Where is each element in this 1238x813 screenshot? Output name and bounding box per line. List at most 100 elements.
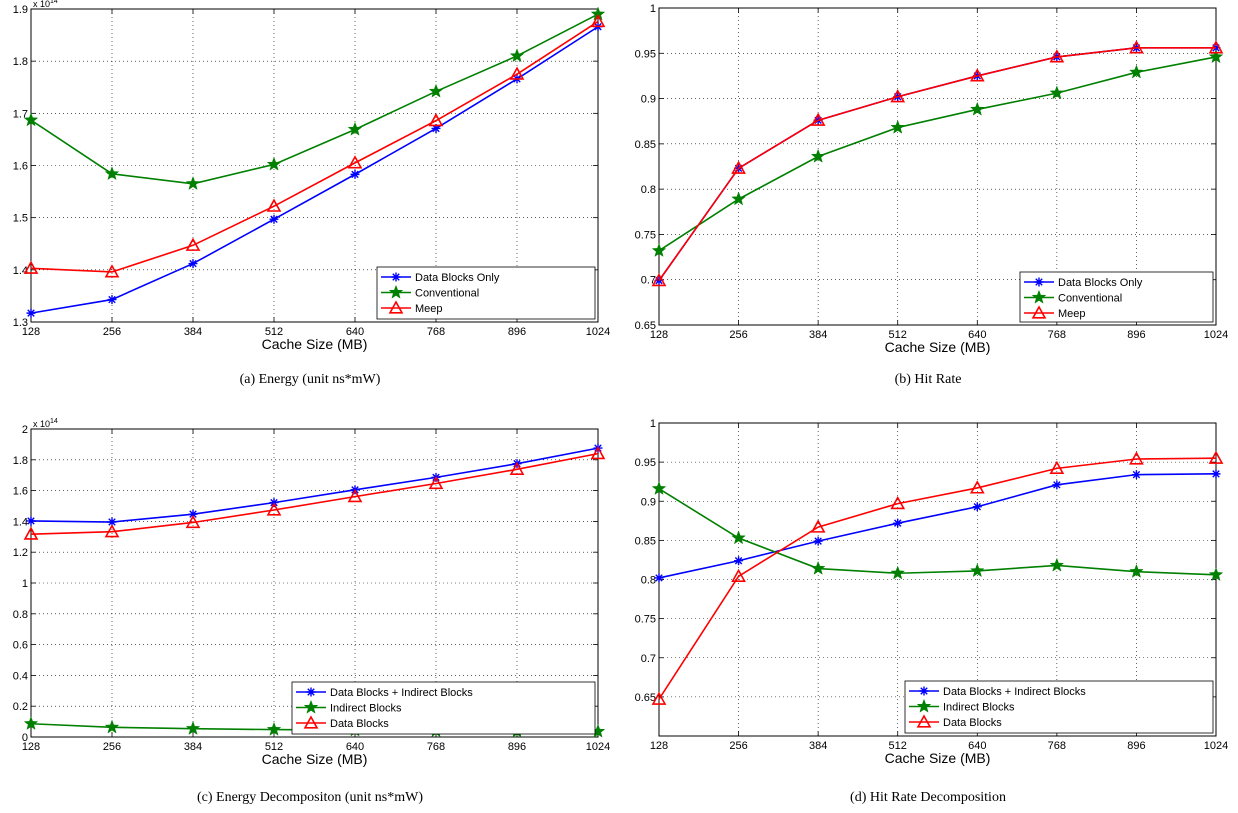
data-point	[1129, 40, 1144, 54]
legend-marker	[388, 284, 404, 299]
legend-marker	[1031, 305, 1047, 319]
x-tick-label: 640	[968, 740, 986, 752]
x-tick-label: 1024	[1204, 329, 1228, 341]
y-tick-label: 0.9	[641, 94, 656, 106]
series-3	[651, 450, 1224, 705]
data-point	[1129, 64, 1144, 79]
legend-marker	[303, 715, 319, 729]
series-3	[651, 40, 1224, 287]
y-tick-label: 1.4	[13, 516, 28, 528]
x-tick-label: 256	[729, 740, 747, 752]
y-tick-label: 0.65	[635, 692, 656, 704]
data-point	[969, 480, 985, 494]
x-tick-label: 896	[508, 741, 526, 753]
legend-marker	[303, 699, 319, 714]
y-tick-label: 1.7	[13, 108, 28, 120]
data-point	[810, 560, 826, 575]
data-point	[651, 243, 667, 257]
y-tick-label: 1.3	[13, 317, 28, 329]
x-axis-label: Cache Size (MB)	[262, 751, 368, 767]
data-point	[347, 121, 363, 136]
series-1	[654, 469, 1221, 583]
caption-b: (b) Hit Rate	[894, 372, 962, 387]
y-tick-label: 1	[22, 578, 28, 590]
data-point	[104, 524, 120, 538]
x-tick-label: 256	[103, 741, 121, 753]
data-point	[26, 516, 36, 526]
x-tick-label: 512	[889, 329, 907, 341]
data-point	[188, 259, 198, 269]
series-2	[23, 6, 606, 191]
data-point	[185, 176, 201, 191]
x-tick-label: 384	[184, 741, 202, 753]
series-line	[658, 473, 1217, 579]
x-tick-label: 384	[809, 329, 827, 341]
y-tick-label: 0.7	[641, 275, 656, 287]
plot-frame	[658, 7, 1217, 326]
x-tick-label: 1024	[586, 741, 610, 753]
data-point	[1052, 480, 1062, 490]
series-line	[658, 47, 1216, 282]
series-line	[658, 56, 1217, 252]
data-point	[347, 488, 363, 503]
data-point	[731, 568, 746, 582]
series-3	[23, 445, 606, 540]
legend-label: Indirect Blocks	[943, 702, 1015, 714]
y-tick-label: 0	[22, 732, 28, 744]
data-point	[269, 214, 279, 224]
data-point	[428, 83, 444, 98]
legend: Data Blocks Only Conventional Meep	[1019, 271, 1214, 323]
y-exponent-label: x 1014	[33, 418, 58, 429]
legend-marker	[388, 300, 404, 314]
data-point	[26, 308, 36, 318]
data-point	[890, 495, 906, 510]
series-line	[30, 26, 599, 314]
x-tick-label: 512	[265, 326, 283, 338]
data-point	[266, 502, 282, 516]
data-point	[651, 481, 667, 495]
data-point	[23, 112, 39, 127]
y-tick-label: 1.9	[13, 4, 28, 16]
data-point	[731, 191, 746, 206]
data-point	[266, 721, 282, 736]
chart-panel-hit-rate: 128 256 384 512 640 768 896 1024 0.65 0.7 0.75 0.8 0…	[618, 0, 1238, 370]
data-point	[810, 148, 826, 163]
chart-panel-energy: 128 256 384 512 640 768 896 1024 1.3 1.4 1.5 1.6 1.7…	[0, 0, 620, 370]
caption-d: (d) Hit Rate Decomposition	[850, 790, 1006, 805]
plot-frame	[30, 8, 599, 323]
x-tick-label: 512	[889, 740, 907, 752]
legend-label: Meep	[1058, 308, 1086, 320]
legend-marker	[391, 272, 401, 282]
y-tick-label: 0.95	[635, 457, 656, 469]
legend-marker	[1031, 289, 1047, 304]
x-tick-label: 128	[22, 741, 40, 753]
caption-c: (c) Energy Decompositon (unit ns*mW)	[196, 790, 424, 805]
x-tick-label: 640	[968, 329, 986, 341]
y-tick-label: 0.9	[641, 496, 656, 508]
x-tick-label: 128	[650, 329, 668, 341]
y-tick-label: 1.8	[13, 56, 28, 68]
data-point	[810, 519, 826, 533]
data-point	[890, 119, 906, 134]
data-point	[1049, 49, 1065, 63]
data-point	[651, 691, 667, 705]
y-tick-label: 0.85	[635, 535, 656, 547]
data-point	[969, 101, 985, 116]
x-tick-label: 896	[508, 326, 526, 338]
data-point	[893, 518, 903, 528]
series-line	[30, 20, 599, 273]
legend-label: Data Blocks + Indirect Blocks	[943, 686, 1086, 698]
legend-label: Data Blocks Only	[1058, 277, 1143, 289]
data-point	[23, 260, 39, 274]
y-exponent-power: 14	[50, 0, 58, 5]
x-tick-label: 128	[650, 740, 668, 752]
x-tick-label: 896	[1127, 740, 1145, 752]
data-point	[651, 272, 667, 287]
data-point	[185, 514, 201, 529]
data-point	[969, 68, 985, 82]
data-point	[590, 13, 606, 28]
energy-decomposition-chart: 128 256 384 512 640 768 896 1024 0 0.2 0.4 0.6 0.8 1 1…	[13, 418, 611, 767]
hit-rate-chart: 128 256 384 512 640 768 896 1024 0.65 0.7 0.75 0.8 0…	[635, 3, 1229, 355]
legend-label: Data Blocks Only	[415, 272, 500, 284]
data-point	[813, 536, 823, 546]
